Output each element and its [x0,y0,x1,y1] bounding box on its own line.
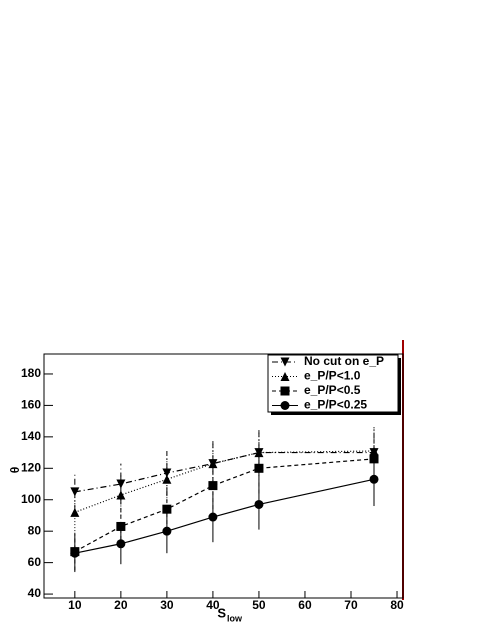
data-point [254,499,264,509]
y-tick-label: 120 [21,460,41,474]
x-tick-label: 40 [206,598,220,612]
data-point [70,548,80,558]
y-tick-label: 180 [21,366,41,380]
y-tick-label: 80 [28,523,42,537]
y-tick-label: 140 [21,429,41,443]
x-tick-label: 30 [160,598,174,612]
plot-frame [43,353,404,599]
x-tick-label: 80 [390,598,404,612]
data-point [116,479,126,489]
x-axis-label-sub: low [227,613,243,623]
legend-box [267,354,399,413]
data-point [208,481,218,491]
data-point [208,512,218,522]
x-tick-label: 60 [298,598,312,612]
data-point [70,507,80,517]
x-tick-label: 50 [252,598,266,612]
legend-marker [280,401,290,410]
data-point [369,474,379,484]
data-point [162,526,172,536]
legend-label: e_P/P<0.25 [304,398,367,412]
legend-marker [280,386,290,396]
x-tick-label: 10 [68,598,82,612]
y-tick-label: 100 [21,492,41,506]
legend-marker [280,372,290,381]
y-axis-label: θ [8,467,22,474]
data-point [116,539,126,549]
data-point [116,490,126,500]
y-tick-label: 160 [21,398,41,412]
legend-marker [280,357,290,367]
data-point [254,448,264,458]
y-tick-label: 60 [28,555,42,569]
x-tick-label: 20 [114,598,128,612]
legend-label: e_P/P<0.5 [304,383,361,397]
legend-label: e_P/P<1.0 [304,369,361,383]
y-tick-label: 40 [28,586,42,600]
data-point [162,468,172,478]
data-point [369,446,379,456]
legend-label: No cut on e_P [304,354,384,368]
series-line [74,458,375,553]
x-tick-label: 70 [344,598,358,612]
x-axis-label: S [217,605,226,620]
data-point [254,463,264,473]
data-point [162,474,172,484]
series-line [74,451,375,493]
data-point [70,487,80,497]
series-line [74,478,375,554]
